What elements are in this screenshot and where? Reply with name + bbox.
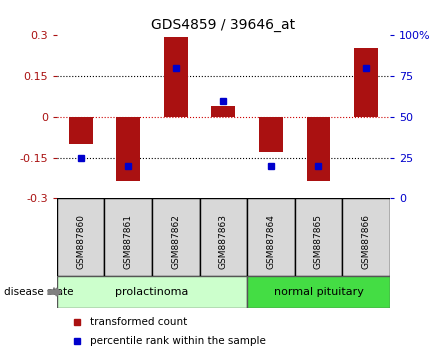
Text: normal pituitary: normal pituitary	[274, 287, 364, 297]
Bar	[57, 276, 247, 308]
Text: GSM887862: GSM887862	[171, 213, 180, 269]
Text: GSM887860: GSM887860	[76, 213, 85, 269]
Text: GSM887861: GSM887861	[124, 213, 133, 269]
Bar	[295, 198, 342, 276]
Bar	[354, 47, 378, 117]
Text: transformed count: transformed count	[90, 318, 187, 327]
Bar	[57, 198, 105, 276]
Bar	[247, 276, 390, 308]
Bar	[307, 117, 330, 181]
Bar	[117, 117, 140, 181]
Text: prolactinoma: prolactinoma	[115, 287, 189, 297]
Text: GSM887863: GSM887863	[219, 213, 228, 269]
Bar	[200, 198, 247, 276]
Bar	[164, 37, 188, 117]
Bar	[152, 198, 200, 276]
Bar	[105, 198, 152, 276]
Text: disease state: disease state	[4, 287, 74, 297]
Text: percentile rank within the sample: percentile rank within the sample	[90, 336, 266, 346]
Text: GSM887864: GSM887864	[266, 213, 276, 269]
Text: GSM887865: GSM887865	[314, 213, 323, 269]
Bar	[69, 117, 92, 144]
Bar	[259, 117, 283, 152]
Bar	[342, 198, 390, 276]
Title: GDS4859 / 39646_at: GDS4859 / 39646_at	[151, 18, 296, 32]
Bar	[247, 198, 295, 276]
Bar	[212, 106, 235, 117]
Text: GSM887866: GSM887866	[361, 213, 371, 269]
